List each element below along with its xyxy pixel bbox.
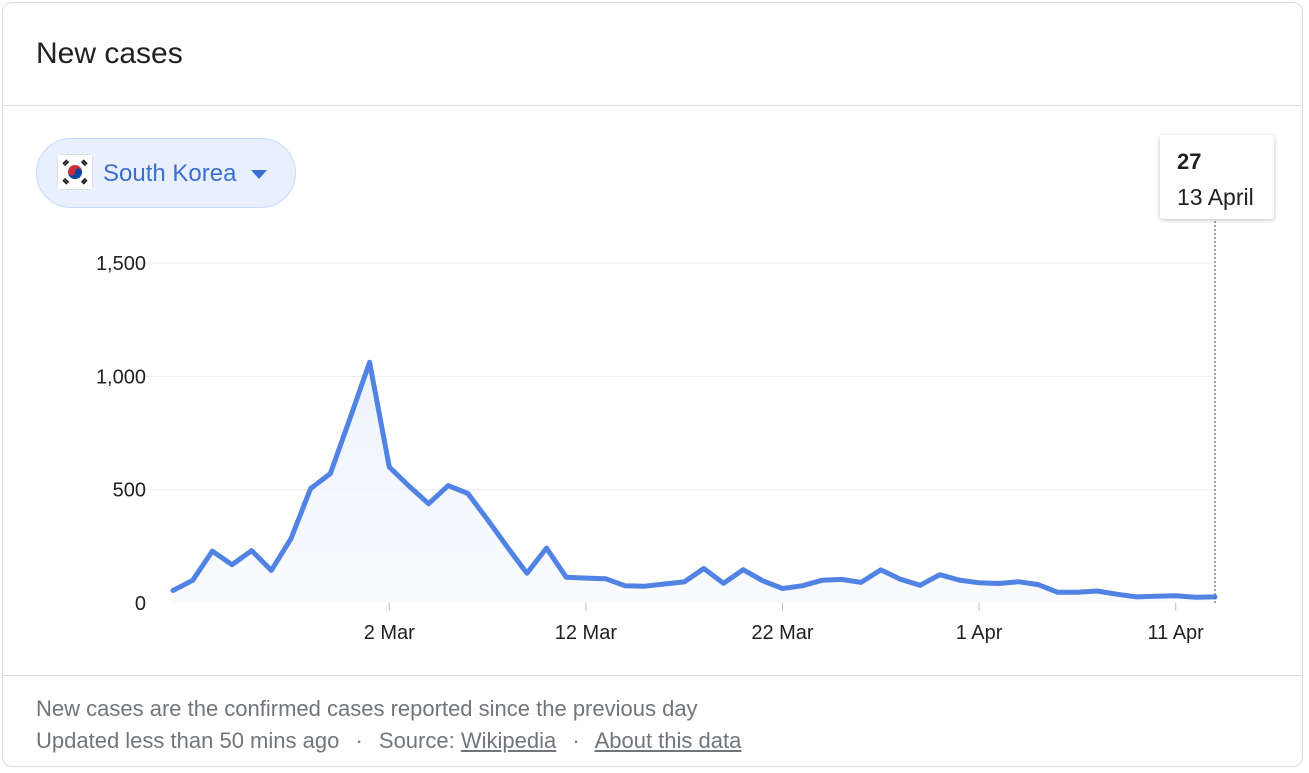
- data-point: [977, 580, 982, 585]
- data-point: [957, 578, 962, 583]
- caret-down-icon: [251, 170, 267, 179]
- data-point: [1134, 594, 1139, 599]
- data-point: [701, 566, 706, 571]
- data-point: [406, 484, 411, 489]
- data-point: [1075, 590, 1080, 595]
- data-point: [1154, 594, 1159, 599]
- data-point: [426, 501, 431, 506]
- data-point: [937, 572, 942, 577]
- data-point: [800, 583, 805, 588]
- data-point: [387, 465, 392, 470]
- data-point: [210, 549, 215, 554]
- data-point: [1173, 593, 1178, 598]
- footer-note: New cases are the confirmed cases report…: [36, 696, 698, 721]
- region-selector-label: South Korea: [103, 160, 237, 187]
- data-point: [918, 583, 923, 588]
- y-tick-label: 0: [135, 593, 146, 615]
- data-point: [505, 544, 510, 549]
- y-tick-label: 1,000: [96, 366, 146, 388]
- data-point: [485, 517, 490, 522]
- x-tick-label: 12 Mar: [555, 622, 618, 644]
- data-point: [682, 579, 687, 584]
- data-point: [741, 567, 746, 572]
- data-point: [642, 584, 647, 589]
- y-tick-label: 1,500: [96, 253, 146, 275]
- data-point: [1036, 582, 1041, 587]
- data-point: [347, 416, 352, 421]
- data-point: [544, 546, 549, 551]
- data-point: [1055, 590, 1060, 595]
- series-area: [173, 362, 1215, 603]
- data-point: [996, 581, 1001, 586]
- data-point: [819, 578, 824, 583]
- updated-text: Updated less than 50 mins ago: [36, 728, 340, 753]
- data-point: [269, 568, 274, 573]
- data-point: [308, 486, 313, 491]
- x-tick-label: 2 Mar: [364, 622, 415, 644]
- data-point: [367, 360, 372, 365]
- data-point: [171, 588, 176, 593]
- data-point: [1095, 589, 1100, 594]
- card-title: New cases: [36, 37, 183, 70]
- data-point: [524, 571, 529, 576]
- data-point: [603, 576, 608, 581]
- data-point: [760, 578, 765, 583]
- separator: ·: [355, 728, 363, 753]
- data-point: [230, 562, 235, 567]
- x-tick-label: 1 Apr: [956, 622, 1003, 644]
- tooltip-date: 13 April: [1177, 184, 1254, 210]
- data-point: [289, 536, 294, 541]
- data-point: [721, 581, 726, 586]
- data-point: [1114, 592, 1119, 597]
- data-point: [190, 578, 195, 583]
- footer-meta: Updated less than 50 mins ago · Source: …: [36, 728, 741, 754]
- south-korea-flag-icon: [57, 154, 93, 190]
- card-header: New cases: [3, 3, 1302, 106]
- data-point: [878, 567, 883, 572]
- series-line: [170, 359, 1218, 600]
- separator: ·: [572, 728, 580, 753]
- data-point: [564, 575, 569, 580]
- about-data-link[interactable]: About this data: [594, 728, 742, 753]
- data-point: [583, 576, 588, 581]
- card-footer: New cases are the confirmed cases report…: [3, 675, 1302, 766]
- region-selector-button[interactable]: South Korea: [36, 138, 296, 208]
- data-point: [839, 577, 844, 582]
- data-point: [1193, 595, 1198, 600]
- data-point: [465, 491, 470, 496]
- data-point: [446, 483, 451, 488]
- data-point: [249, 548, 254, 553]
- data-point: [662, 582, 667, 587]
- data-point: [623, 583, 628, 588]
- tooltip-value: 27: [1177, 149, 1202, 174]
- new-cases-chart: 0 500 1,000 1,500 2 Mar 12 Mar 22 Mar 1 Apr 11 A…: [96, 217, 1218, 644]
- data-point: [898, 577, 903, 582]
- y-tick-label: 500: [113, 480, 146, 502]
- wikipedia-link[interactable]: Wikipedia: [460, 728, 557, 753]
- data-point: [328, 471, 333, 476]
- data-point: [859, 580, 864, 585]
- data-point: [780, 586, 785, 591]
- x-tick-label: 22 Mar: [751, 622, 814, 644]
- x-tick-label: 11 Apr: [1148, 622, 1205, 644]
- chart-tooltip: 27 13 April: [1160, 135, 1274, 219]
- source-prefix: Source:: [378, 728, 455, 753]
- data-point: [1016, 579, 1021, 584]
